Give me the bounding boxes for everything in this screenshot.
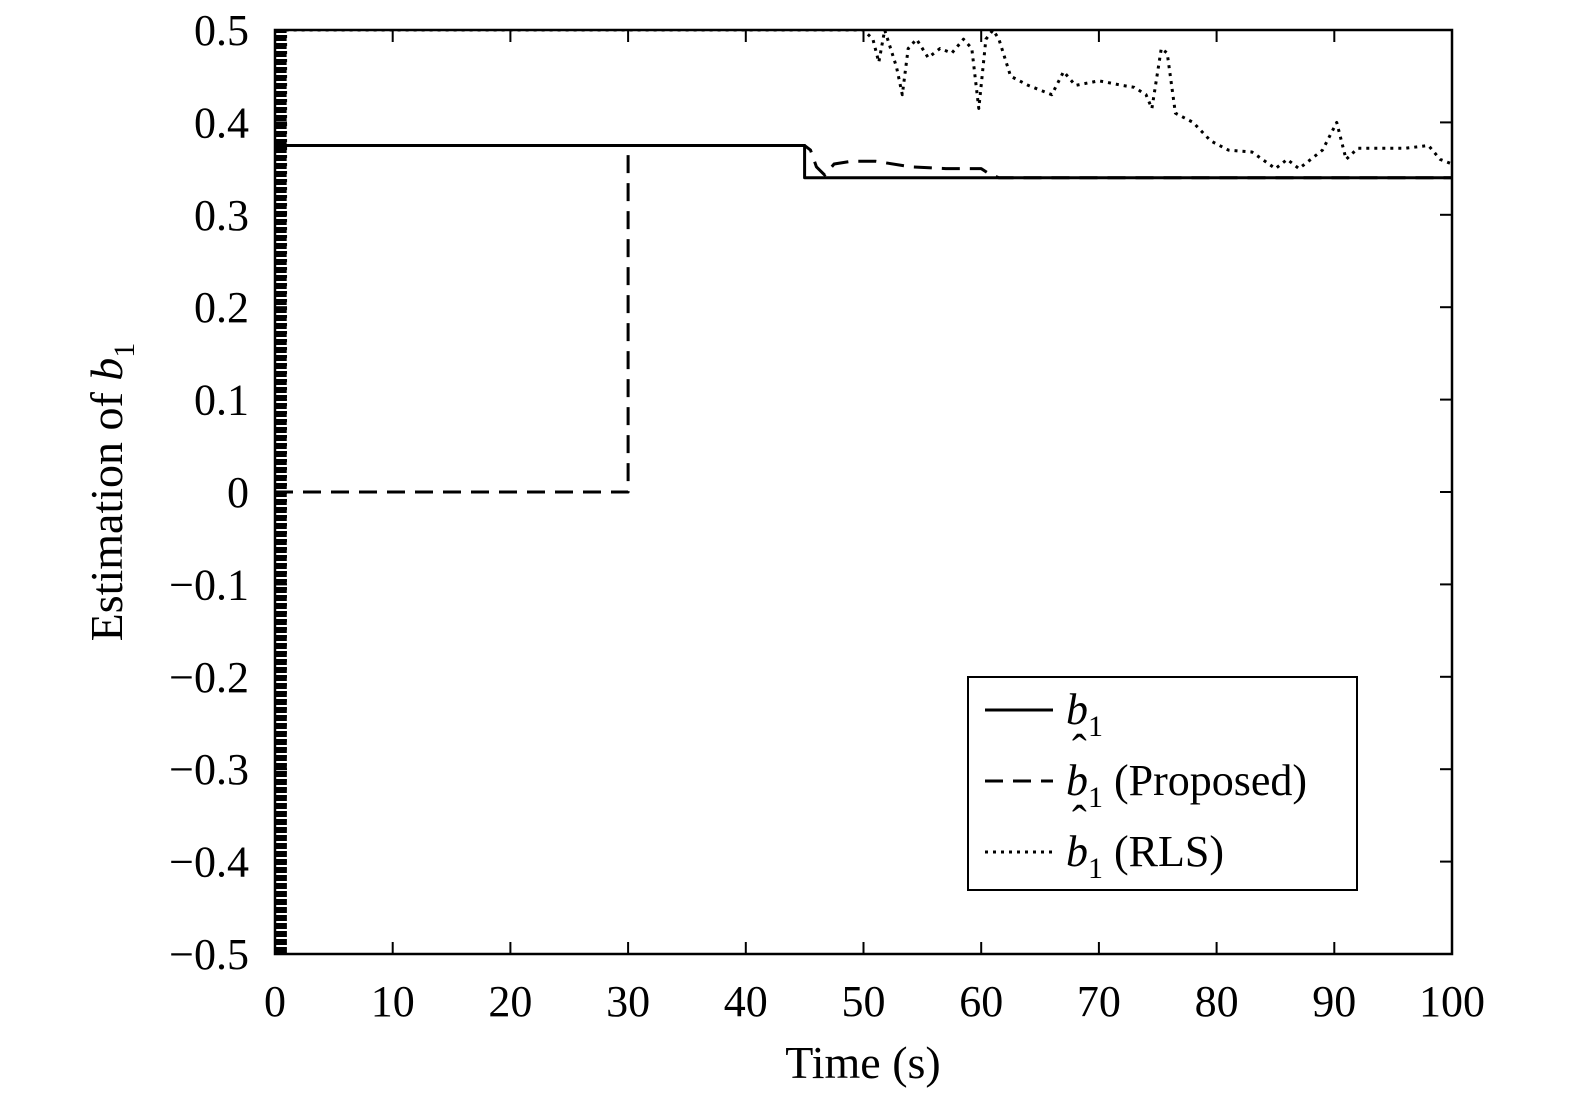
y-tick-label: 0.3 bbox=[194, 191, 249, 240]
y-tick-label: −0.5 bbox=[169, 930, 249, 979]
legend-sub: 1 bbox=[1088, 710, 1103, 743]
x-tick-label: 60 bbox=[959, 977, 1003, 1026]
y-tick-label: −0.4 bbox=[169, 838, 249, 887]
y-tick-label: 0.1 bbox=[194, 376, 249, 425]
legend-sub: 1 bbox=[1088, 781, 1103, 814]
y-tick-label: 0.2 bbox=[194, 283, 249, 332]
legend-sub: 1 bbox=[1088, 852, 1103, 885]
legend-label-3: b1 (RLS) bbox=[1066, 827, 1224, 885]
x-tick-label: 20 bbox=[488, 977, 532, 1026]
series-line-2 bbox=[275, 144, 1452, 494]
x-tick-label: 30 bbox=[606, 977, 650, 1026]
y-axis-title-text: Estimation of bbox=[81, 381, 132, 642]
y-tick-label: 0.5 bbox=[194, 6, 249, 55]
y-tick-label: 0 bbox=[227, 468, 249, 517]
y-tick-label: −0.3 bbox=[169, 745, 249, 794]
x-tick-label: 70 bbox=[1077, 977, 1121, 1026]
series-line-3 bbox=[275, 30, 1452, 954]
legend-label-2: b1 (Proposed) bbox=[1066, 756, 1307, 814]
x-tick-label: 100 bbox=[1419, 977, 1485, 1026]
legend-box bbox=[967, 676, 1358, 891]
legend-var: b bbox=[1066, 827, 1088, 876]
legend-hat: ˆ bbox=[1072, 726, 1087, 775]
x-tick-label: 10 bbox=[371, 977, 415, 1026]
legend-label-1: b1 bbox=[1066, 685, 1103, 743]
legend-var: b bbox=[1066, 756, 1088, 805]
y-tick-label: 0.4 bbox=[194, 98, 249, 147]
y-axis-title-var: b bbox=[81, 358, 132, 381]
x-tick-label: 50 bbox=[842, 977, 886, 1026]
x-tick-label: 90 bbox=[1312, 977, 1356, 1026]
x-axis-title: Time (s) bbox=[785, 1037, 941, 1088]
legend-var: b bbox=[1066, 685, 1088, 734]
legend-suffix: (Proposed) bbox=[1103, 756, 1307, 805]
x-tick-label: 40 bbox=[724, 977, 768, 1026]
series-line-1 bbox=[275, 144, 1452, 180]
y-tick-label: −0.1 bbox=[169, 560, 249, 609]
y-axis-title-sub: 1 bbox=[108, 343, 141, 358]
legend-hat: ˆ bbox=[1072, 797, 1087, 846]
ticks-layer: 0 10 20 30 40 50 60 70 80 90 100−0.5−0.4−0.3−0.2−0… bbox=[169, 6, 1485, 1026]
x-tick-label: 80 bbox=[1195, 977, 1239, 1026]
y-tick-label: −0.2 bbox=[169, 653, 249, 702]
x-tick-label: 0 bbox=[264, 977, 286, 1026]
legend-suffix: (RLS) bbox=[1103, 827, 1224, 876]
series-layer bbox=[275, 30, 1452, 954]
y-axis-title: Estimation of b1 bbox=[81, 343, 141, 642]
